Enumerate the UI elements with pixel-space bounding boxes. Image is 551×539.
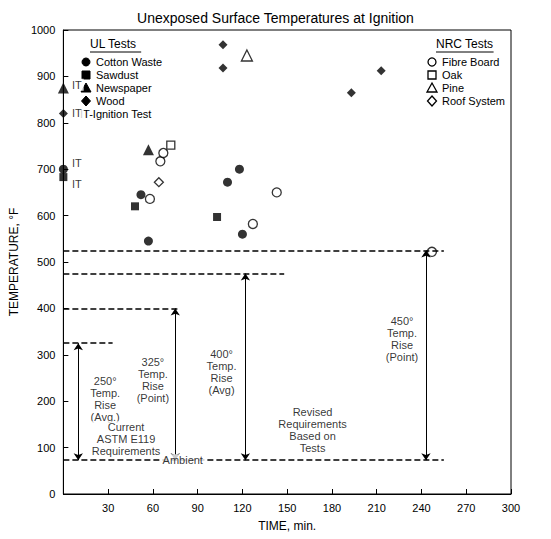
svg-text:Cotton Waste: Cotton Waste [96,56,162,68]
svg-text:(Point): (Point) [137,392,169,404]
svg-text:ASTM E119: ASTM E119 [97,433,156,445]
svg-text:Pine: Pine [442,82,464,94]
svg-text:Sawdust: Sawdust [96,69,138,81]
svg-text:240: 240 [412,502,430,514]
svg-text:Tests: Tests [300,442,326,454]
svg-text:300: 300 [37,349,55,361]
svg-text:UL Tests: UL Tests [90,37,136,51]
svg-text:200: 200 [37,395,55,407]
svg-text:325°: 325° [142,356,165,368]
svg-text:60: 60 [147,502,159,514]
svg-text:IT: IT [72,79,82,91]
svg-text:(Point): (Point) [386,351,418,363]
svg-text:450°: 450° [391,315,414,327]
svg-text:NRC Tests: NRC Tests [436,37,493,51]
svg-text:100: 100 [37,442,55,454]
svg-text:800: 800 [37,117,55,129]
svg-text:Ambient: Ambient [163,454,203,466]
svg-text:900: 900 [37,70,55,82]
svg-text:(Avg): (Avg) [208,384,234,396]
svg-text:30: 30 [102,502,114,514]
svg-text:Newspaper: Newspaper [96,82,152,94]
svg-text:TIME, min.: TIME, min. [258,519,316,533]
svg-text:90: 90 [192,502,204,514]
svg-text:210: 210 [368,502,386,514]
svg-text:Current: Current [108,421,145,433]
svg-text:TEMPERATURE, °F: TEMPERATURE, °F [7,208,21,317]
svg-text:Roof System: Roof System [442,95,505,107]
svg-text:120: 120 [233,502,251,514]
svg-text:500: 500 [37,256,55,268]
svg-text:Temp.: Temp. [138,368,168,380]
svg-text:400°: 400° [210,348,233,360]
svg-text:Based on: Based on [289,430,335,442]
svg-text:Rise: Rise [211,372,233,384]
svg-text:Requirements: Requirements [278,418,347,430]
svg-text:700: 700 [37,163,55,175]
svg-text:300: 300 [502,502,520,514]
svg-text:250°: 250° [94,375,117,387]
svg-text:Temp.: Temp. [90,387,120,399]
svg-text:(Avg.): (Avg.) [90,410,120,423]
svg-text:Wood: Wood [96,95,125,107]
svg-text:0: 0 [49,488,55,500]
svg-text:Temp.: Temp. [207,360,237,372]
svg-text:Fibre Board: Fibre Board [442,56,499,68]
svg-text:270: 270 [457,502,475,514]
svg-text:Temp.: Temp. [387,327,417,339]
svg-text:IT-Ignition Test: IT-Ignition Test [80,108,151,120]
svg-text:Rise: Rise [94,399,116,411]
svg-text:IT: IT [72,178,82,190]
svg-text:Requirements: Requirements [92,445,161,457]
svg-text:IT: IT [72,157,82,169]
svg-text:Revised: Revised [293,406,333,418]
svg-text:1000: 1000 [31,24,55,36]
svg-text:Unexposed Surface Temperatures: Unexposed Surface Temperatures at Igniti… [137,10,414,26]
svg-text:180: 180 [323,502,341,514]
svg-text:Rise: Rise [391,339,413,351]
svg-text:Rise: Rise [142,380,164,392]
svg-text:150: 150 [278,502,296,514]
svg-text:Oak: Oak [442,69,463,81]
svg-text:600: 600 [37,210,55,222]
svg-text:IT: IT [72,107,82,119]
svg-text:400: 400 [37,302,55,314]
